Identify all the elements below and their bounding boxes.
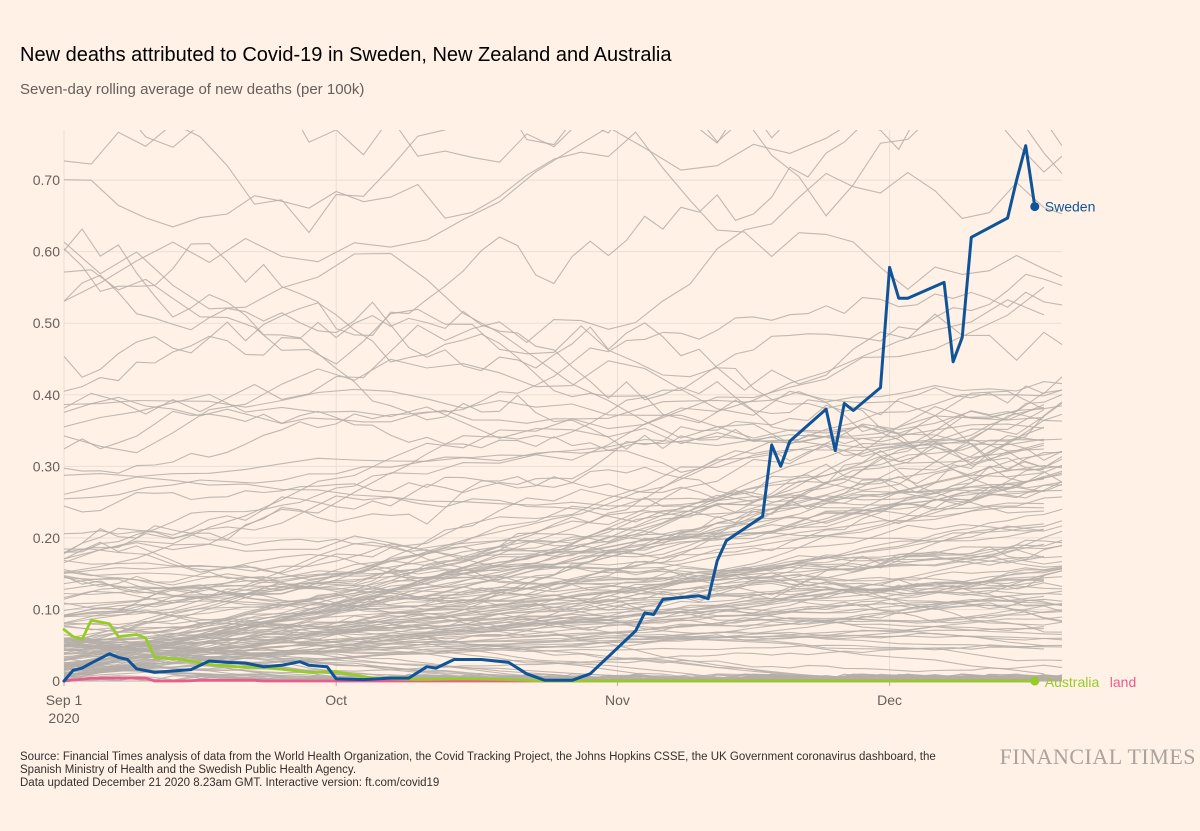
- y-tick-label: 0.10: [33, 601, 60, 617]
- other-country-line: [64, 388, 1044, 446]
- series-end-dot-australia: [1030, 676, 1040, 686]
- other-country-line: [139, 130, 1062, 175]
- other-country-line: [64, 405, 1062, 500]
- other-country-line: [64, 525, 1044, 647]
- brand-logo: FINANCIAL TIMES: [999, 744, 1196, 769]
- series-end-dot-sweden: [1030, 202, 1040, 212]
- y-tick-label: 0.40: [33, 387, 60, 403]
- other-country-line: [64, 539, 1062, 662]
- other-country-line: [64, 625, 1044, 658]
- other-country-line: [64, 658, 1062, 681]
- other-country-line: [64, 389, 1062, 645]
- other-country-line: [64, 381, 1062, 425]
- other-country-line: [64, 291, 1062, 474]
- other-countries-lines: [64, 130, 1062, 681]
- other-country-line: [64, 130, 1062, 336]
- y-tick-label: 0.20: [33, 530, 60, 546]
- other-country-line: [64, 474, 1062, 648]
- series-line-sweden: [62, 144, 1037, 683]
- other-country-line: [64, 476, 1045, 600]
- other-country-line: [64, 463, 1062, 616]
- update-note: Data updated December 21 2020 8.23am GMT…: [20, 777, 440, 789]
- line-chart: 0 0.10 0.20 0.30 0.40 0.50 0.60 0.70 Sep 1 2020 O…: [33, 130, 1136, 726]
- other-country-line: [64, 465, 1062, 661]
- other-country-line: [64, 530, 1062, 607]
- highlighted-series: [62, 144, 1040, 686]
- other-country-line: [64, 402, 1062, 646]
- other-country-line: [64, 423, 1044, 478]
- end-label-new-zealand: land: [1110, 674, 1136, 690]
- end-label-australia: Australia: [1045, 674, 1100, 690]
- other-country-line: [64, 299, 1045, 573]
- x-axis: Sep 1 2020 Oct Nov Dec: [46, 681, 902, 726]
- other-country-line: [64, 573, 1062, 606]
- other-country-line: [64, 286, 1045, 560]
- y-tick-label: 0.30: [33, 458, 60, 474]
- other-country-line: [64, 410, 1062, 473]
- other-country-line: [64, 599, 1044, 675]
- other-country-line: [64, 438, 1062, 679]
- other-country-line: [64, 544, 1062, 651]
- other-country-line: [64, 131, 1062, 291]
- other-country-line: [64, 438, 1044, 618]
- other-country-line: [64, 442, 1062, 555]
- other-country-line: [64, 644, 1062, 681]
- other-country-line: [64, 571, 1062, 636]
- x-tick-label: Sep 1: [46, 692, 83, 708]
- other-country-line: [64, 483, 1062, 618]
- y-tick-label: 0.60: [33, 244, 60, 260]
- other-country-line: [64, 638, 1062, 673]
- series-line-new-zealand: [62, 676, 1037, 683]
- other-country-line: [64, 410, 1044, 612]
- end-label-sweden: Sweden: [1045, 199, 1096, 215]
- other-country-line: [64, 528, 1045, 669]
- source-note: Source: Financial Times analysis of data…: [20, 751, 936, 776]
- y-axis: 0 0.10 0.20 0.30 0.40 0.50 0.60 0.70: [33, 172, 60, 689]
- x-tick-label: Dec: [877, 692, 902, 708]
- chart-subtitle: Seven-day rolling average of new deaths …: [20, 81, 365, 98]
- other-country-line: [64, 241, 1044, 493]
- x-tick-sublabel: 2020: [48, 710, 79, 726]
- other-country-line: [64, 273, 1062, 553]
- other-country-line: [64, 228, 1062, 483]
- other-country-line: [64, 171, 1062, 415]
- series-line-australia: [62, 618, 1037, 683]
- other-country-line: [64, 302, 1062, 502]
- other-country-line: [64, 404, 1045, 662]
- other-country-line: [64, 616, 1062, 654]
- x-tick-label: Nov: [605, 692, 630, 708]
- other-country-line: [64, 647, 1062, 681]
- other-country-line: [64, 358, 1045, 454]
- other-country-line: [64, 130, 841, 302]
- x-tick-label: Oct: [325, 692, 347, 708]
- series-end-labels: Sweden Australia land: [1045, 199, 1136, 690]
- other-country-line: [64, 394, 1062, 671]
- other-country-line: [64, 406, 1045, 624]
- other-country-line: [64, 393, 1045, 459]
- other-country-line: [64, 274, 1062, 469]
- chart-title: New deaths attributed to Covid-19 in Swe…: [20, 44, 672, 66]
- other-country-line: [64, 413, 1062, 572]
- y-tick-label: 0.50: [33, 315, 60, 331]
- other-country-line: [64, 579, 1044, 677]
- other-country-line: [64, 444, 1045, 659]
- other-country-line: [64, 567, 1062, 610]
- other-country-line: [64, 602, 1062, 632]
- other-country-line: [64, 130, 1062, 234]
- chart-footer: Source: Financial Times analysis of data…: [20, 751, 980, 790]
- other-country-line: [64, 376, 1062, 554]
- other-country-line: [64, 426, 1045, 647]
- other-country-line: [64, 483, 1062, 678]
- other-country-line: [64, 472, 1044, 507]
- other-country-line: [64, 634, 1044, 653]
- other-country-line: [64, 269, 1062, 391]
- y-tick-label: 0: [52, 673, 60, 689]
- other-country-line: [64, 565, 1062, 607]
- other-country-line: [64, 578, 1044, 645]
- other-country-line: [64, 520, 1062, 654]
- y-tick-label: 0.70: [33, 172, 60, 188]
